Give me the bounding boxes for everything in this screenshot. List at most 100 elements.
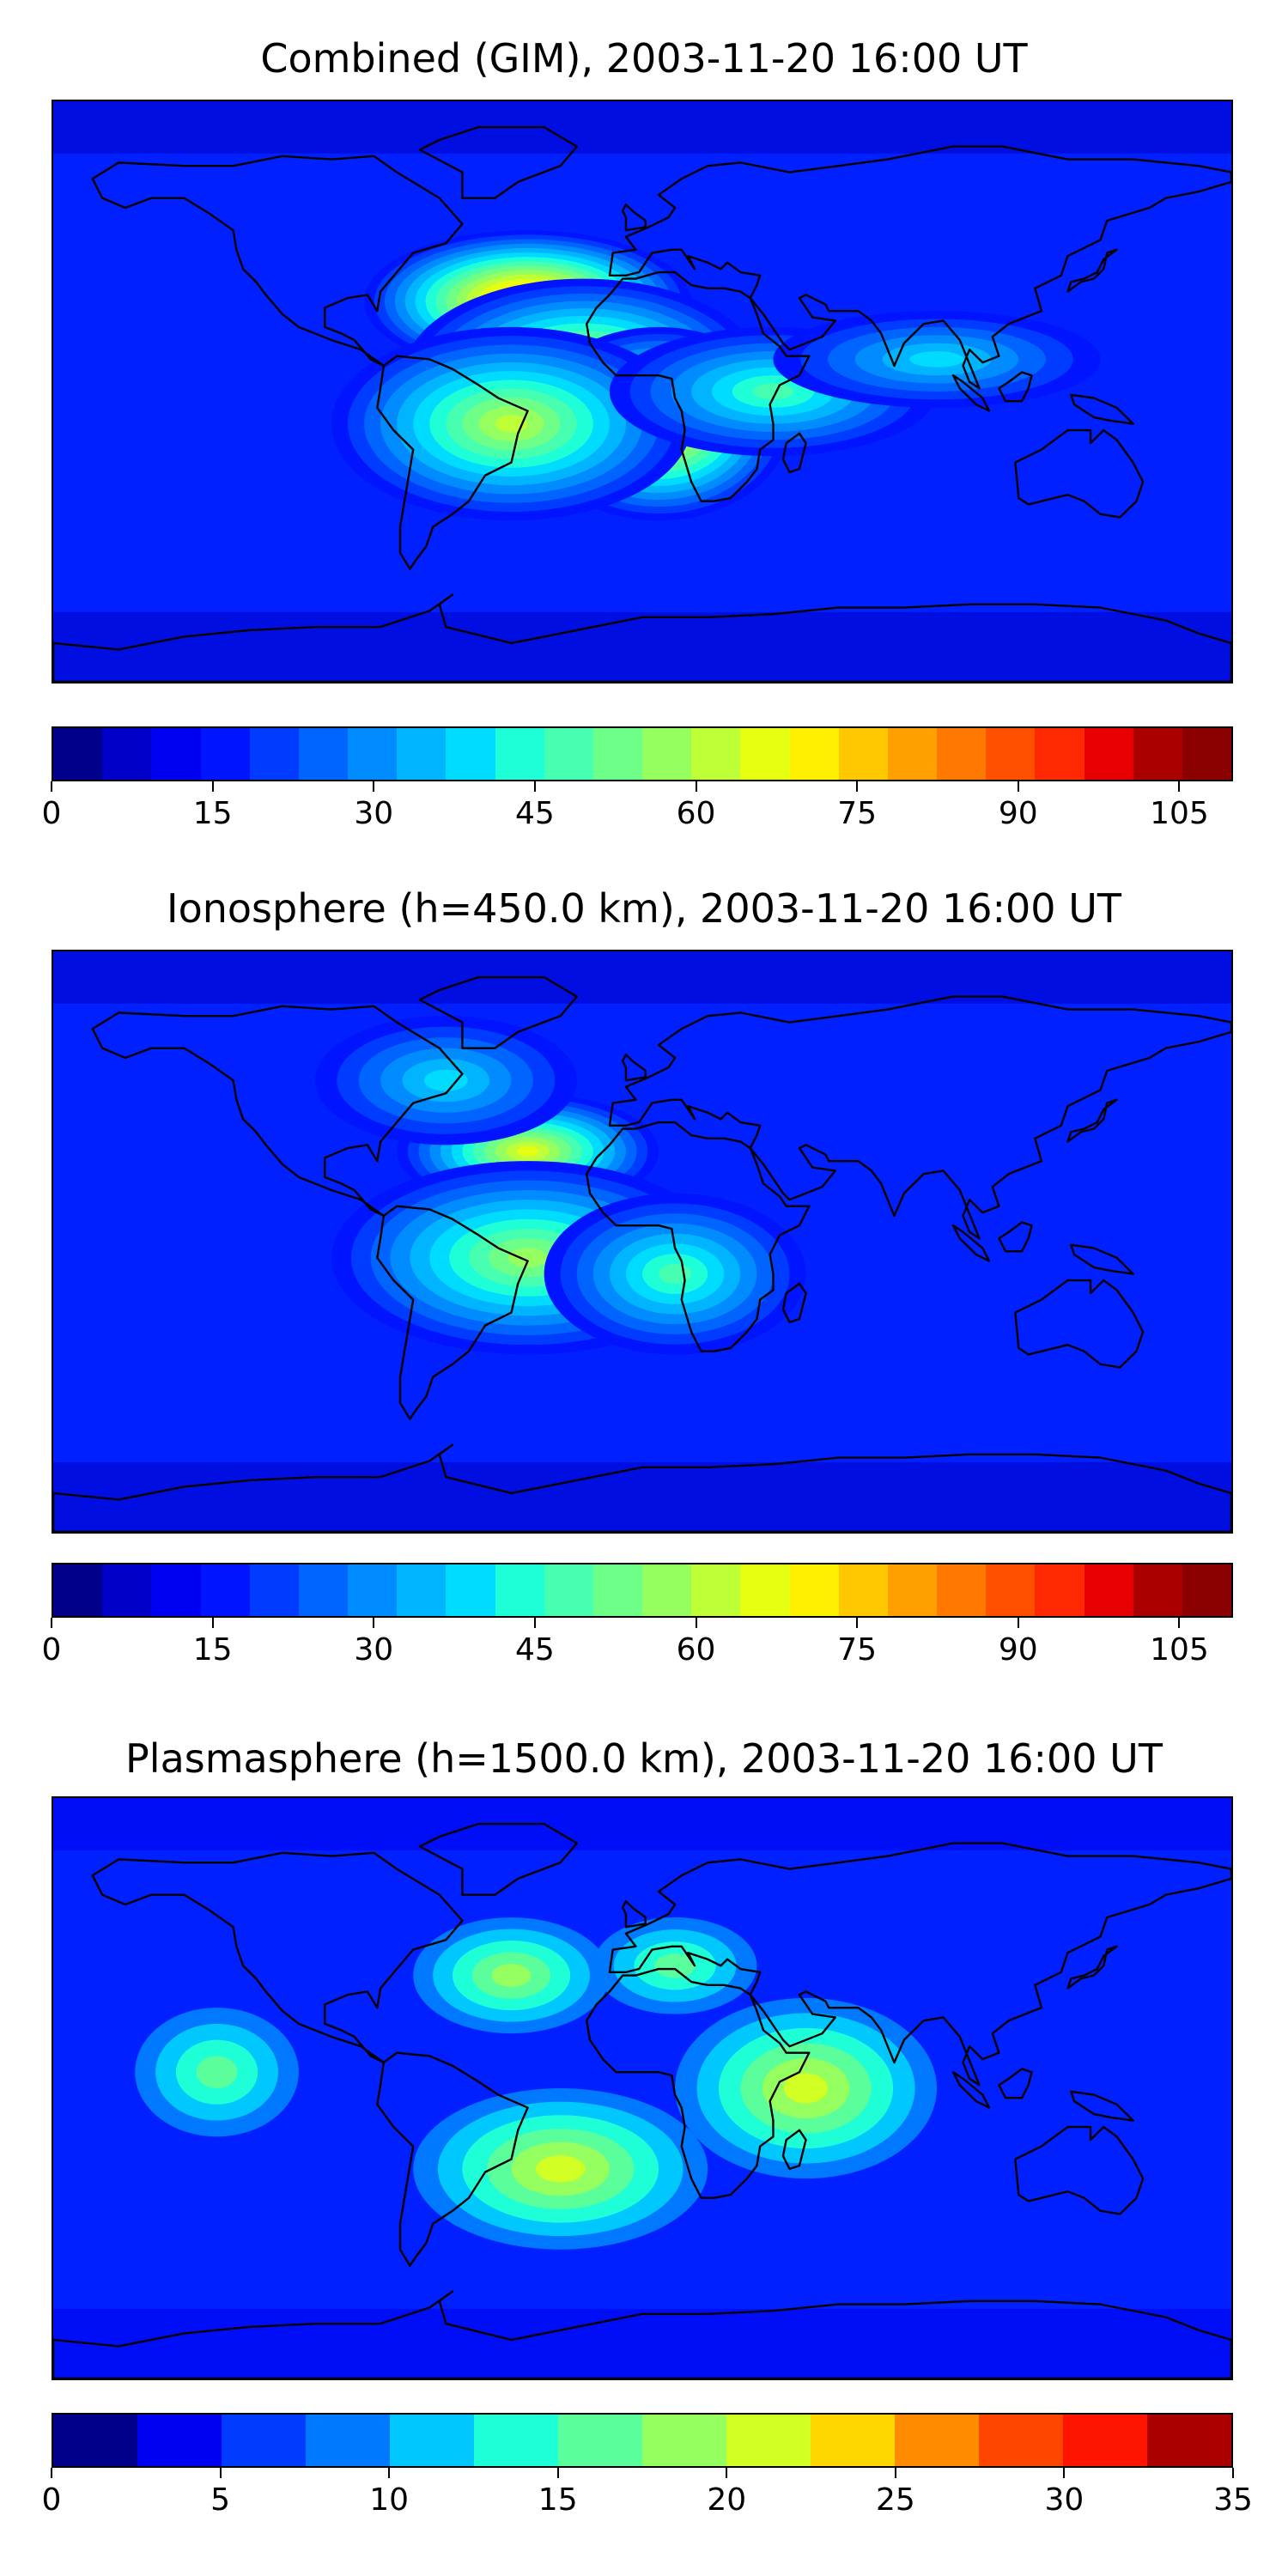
colorbar-tick [1232, 2468, 1234, 2478]
colorbar-segment [642, 2415, 726, 2466]
colorbar-tick-label: 0 [41, 1632, 62, 1668]
colorbar-ticks: 0 15 30 45 60 75 90 105 [42, 1618, 1233, 1669]
colorbar-tick-label: 90 [998, 796, 1038, 831]
coastline-uk [621, 1053, 647, 1082]
colorbar-segment [53, 728, 103, 780]
south-polar-band [53, 611, 1231, 682]
colorbar-tick-label: 0 [41, 796, 62, 831]
colorbar-segment [1133, 728, 1182, 780]
colorbar-segment [544, 728, 593, 780]
colorbar-tick-label: 105 [1150, 796, 1209, 831]
colorbar-segment [937, 728, 987, 780]
colorbar-segment [740, 1564, 790, 1616]
colorbar-tick-label: 0 [41, 2482, 62, 2518]
contour-level-8 [784, 2073, 828, 2104]
colorbar-segment [986, 1564, 1036, 1616]
contour-level-10 [659, 1263, 692, 1285]
colorbar-segment [1035, 728, 1084, 780]
coastline-eurasia [608, 145, 1231, 390]
colorbar-tick [533, 1618, 536, 1628]
tec-map [52, 950, 1233, 1534]
colorbar-tick [1017, 1618, 1019, 1628]
colorbar-tick-label: 5 [210, 2482, 231, 2518]
colorbar [52, 2413, 1233, 2468]
colorbar-segment [306, 2415, 390, 2466]
colorbar-segment [102, 1564, 152, 1616]
coastline-australia [1014, 428, 1145, 519]
colorbar-tick [556, 2468, 559, 2478]
tec-anomaly-3 [314, 1016, 577, 1145]
colorbar-segment [137, 2415, 222, 2466]
panel-combined: Combined (GIM), 2003-11-20 16:00 UT 0 15 3… [0, 34, 1288, 859]
colorbar-segment [298, 728, 349, 780]
colorbar-tick [51, 1618, 52, 1628]
colorbar-segment [642, 728, 692, 780]
coastline-sumatra [951, 374, 991, 412]
colorbar-tick [1178, 1618, 1181, 1628]
tec-anomaly-4 [592, 1917, 757, 2014]
colorbar-tick-label: 75 [837, 796, 878, 831]
north-polar-band [53, 101, 1231, 154]
colorbar-segment [838, 728, 888, 780]
colorbar-tick-label: 10 [369, 2482, 410, 2518]
colorbar-segment [691, 728, 741, 780]
colorbar-segment [789, 1564, 839, 1616]
colorbar-tick [695, 1618, 697, 1628]
coastline-africa [585, 270, 811, 502]
map-canvas [53, 101, 1231, 682]
south-polar-band [53, 1461, 1231, 1532]
colorbar-segment [390, 2415, 474, 2466]
panel-title: Plasmasphere (h=1500.0 km), 2003-11-20 1… [125, 1735, 1163, 1782]
colorbar-tick-label: 15 [192, 1632, 233, 1668]
coastline-sumatra [951, 2071, 991, 2109]
colorbar-segment [789, 728, 839, 780]
coastline-eurasia [608, 995, 1231, 1240]
colorbar-segment [592, 728, 643, 780]
colorbar-segment [53, 2415, 137, 2466]
colorbar-tick-label: 30 [354, 796, 394, 831]
colorbar-segment [691, 1564, 741, 1616]
coastline-africa [585, 1121, 811, 1352]
colorbar-tick-label: 15 [538, 2482, 578, 2518]
coastline-borneo [998, 371, 1033, 403]
colorbar-segment [740, 728, 790, 780]
colorbar-segment [200, 728, 250, 780]
contour-level-6 [654, 1953, 696, 1978]
south-polar-band [53, 2308, 1231, 2379]
colorbar-tick-label: 30 [1044, 2482, 1084, 2518]
colorbar-tick-label: 15 [192, 796, 233, 831]
colorbar-ticks: 0 5 10 15 20 25 30 35 [42, 2468, 1253, 2519]
tec-anomaly-2 [675, 1997, 938, 2179]
tec-anomaly-3 [331, 326, 692, 521]
colorbar-segment [726, 2415, 811, 2466]
panel-title: Ionosphere (h=450.0 km), 2003-11-20 16:0… [167, 885, 1121, 932]
colorbar-tick [894, 2468, 896, 2478]
north-polar-band [53, 951, 1231, 1004]
coastline-north-america [91, 155, 464, 368]
coastline-greenland [418, 975, 579, 1049]
coastline-madagascar [781, 1282, 807, 1324]
colorbar-segment [102, 728, 152, 780]
colorbar-segment [592, 1564, 643, 1616]
panel-title: Combined (GIM), 2003-11-20 16:00 UT [260, 35, 1028, 82]
colorbar-segment [249, 728, 299, 780]
coastline-uk [621, 1899, 647, 1929]
colorbar-segment [446, 728, 495, 780]
contour-level-6 [196, 2056, 238, 2089]
colorbar-segment [397, 728, 447, 780]
colorbar-tick-label: 45 [515, 796, 555, 831]
coastline-antarctica [53, 1443, 1231, 1532]
contour-level-8 [536, 2155, 586, 2183]
colorbar-segment [1084, 728, 1133, 780]
map-canvas [53, 951, 1231, 1532]
coastlines [53, 975, 1231, 1532]
colorbar-ticks: 0 15 30 45 60 75 90 105 [42, 781, 1233, 833]
coastline-north-america [91, 1005, 464, 1218]
colorbar-tick [211, 1618, 214, 1628]
colorbar-tick-label: 60 [676, 796, 716, 831]
tec-anomaly-3 [135, 2008, 299, 2137]
coastline-south-america [376, 355, 529, 570]
colorbar-segment [838, 1564, 888, 1616]
coastline-borneo [998, 2068, 1033, 2099]
contour-level-7 [491, 1964, 532, 1988]
